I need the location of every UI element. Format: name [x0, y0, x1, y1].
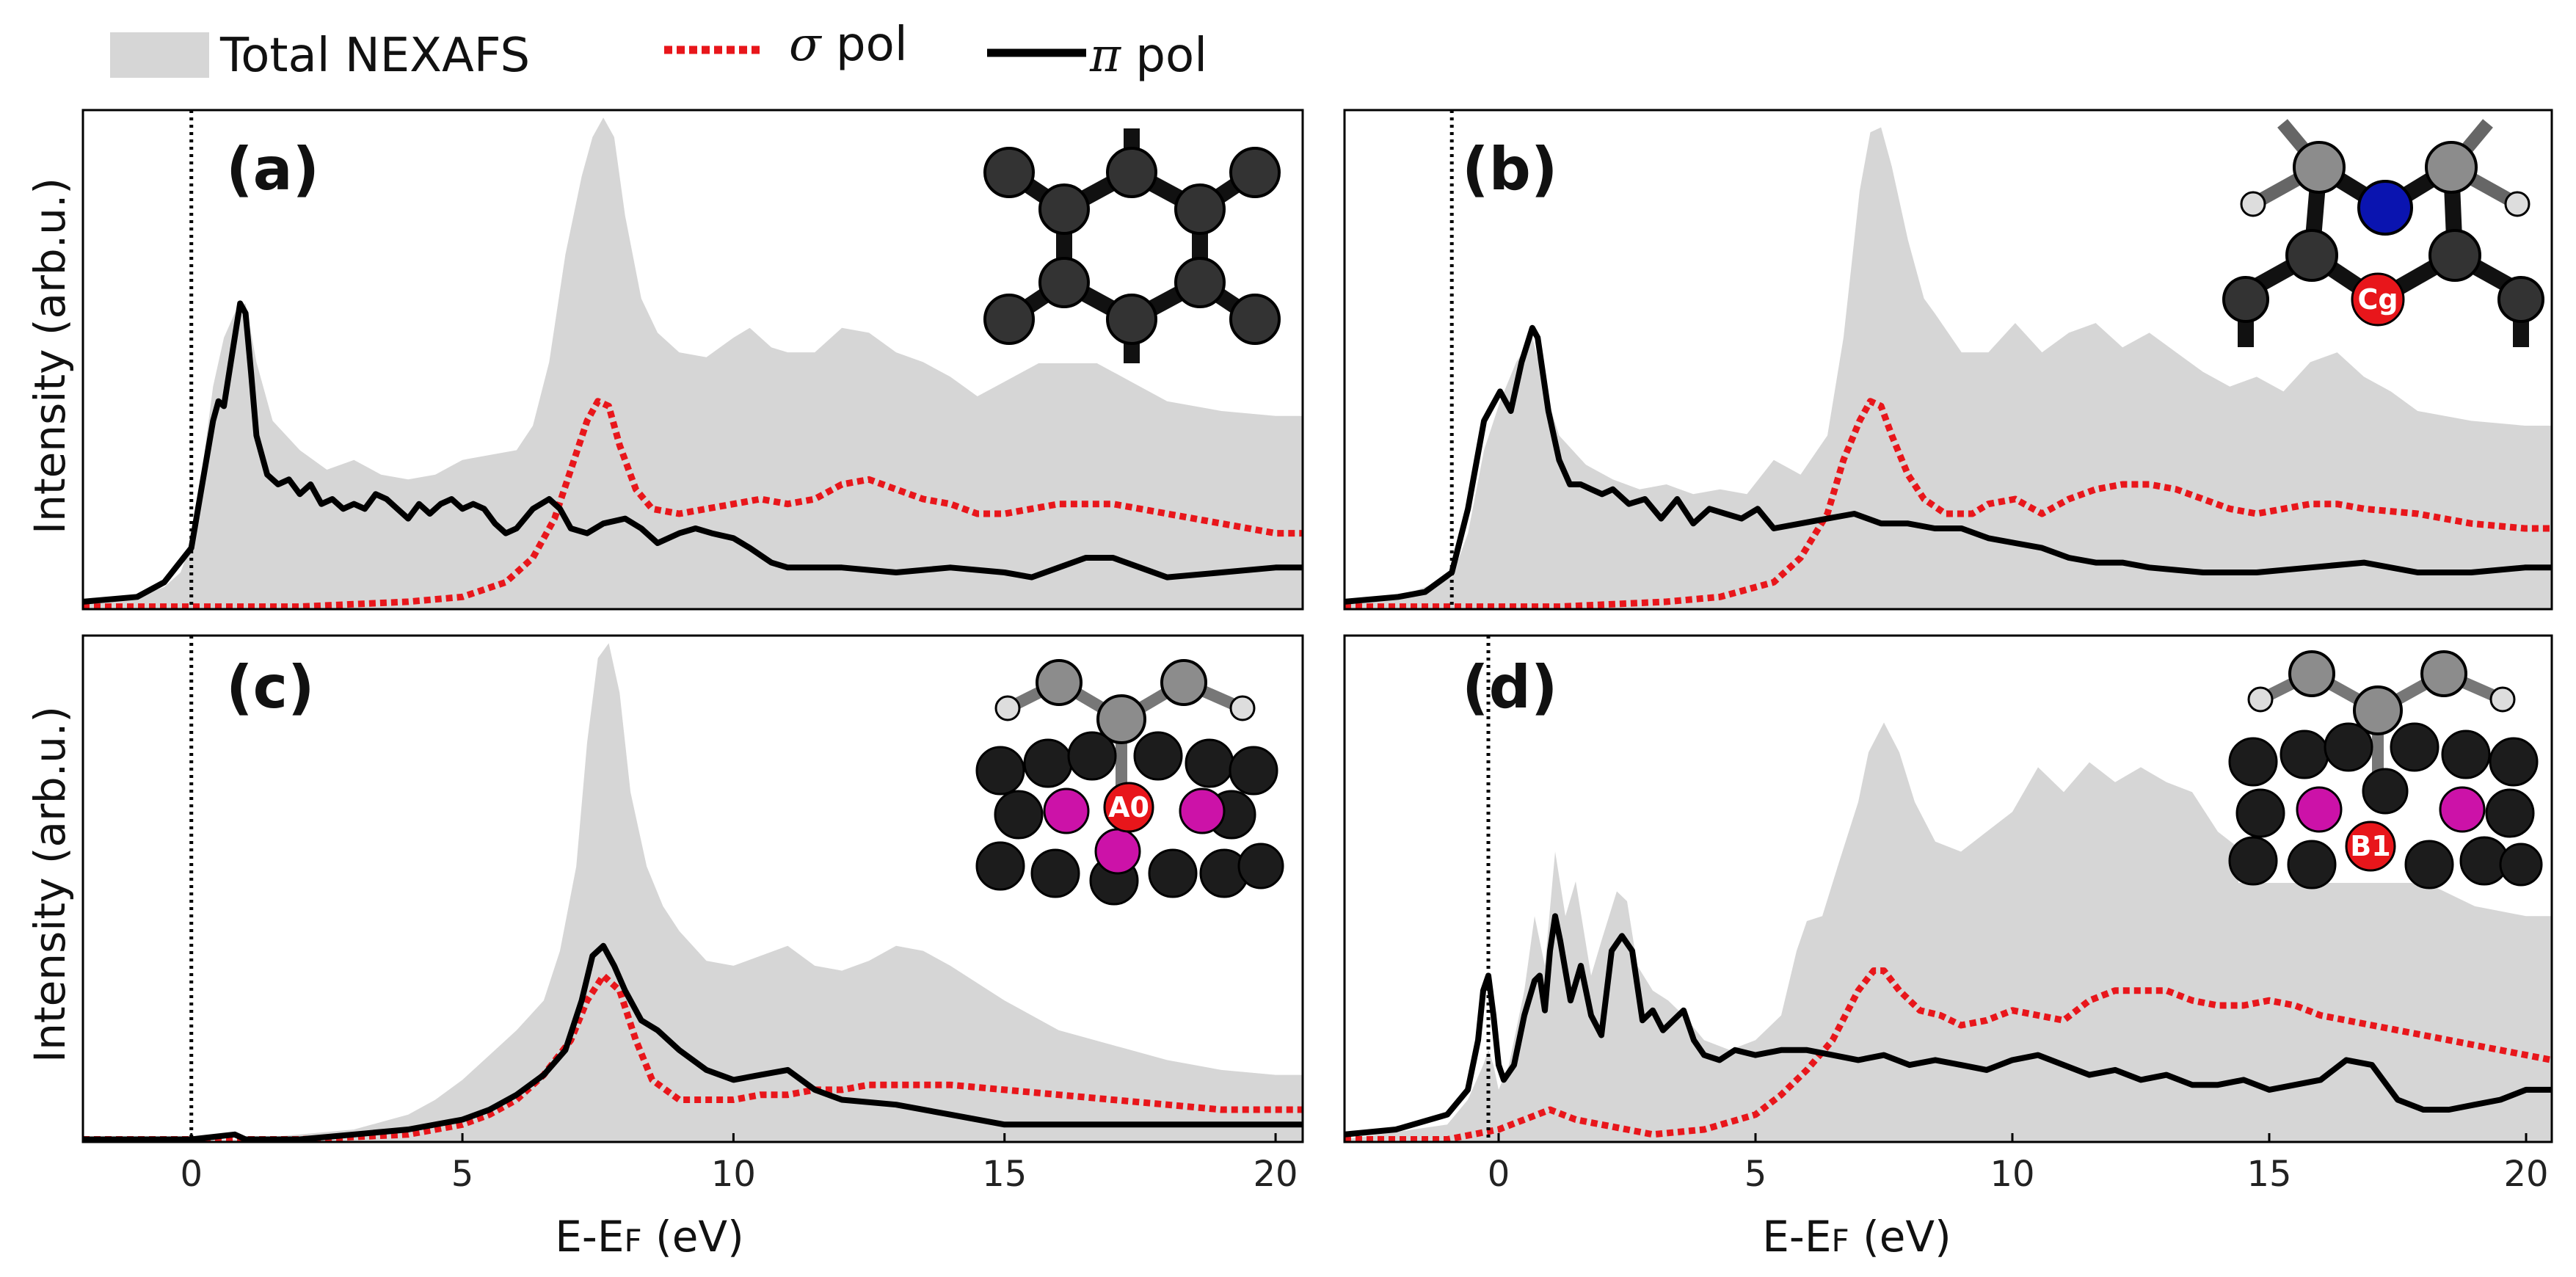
- legend-pi-symbol: π: [1089, 29, 1121, 83]
- plot-frame-1: [81, 109, 1304, 611]
- inset-b-cg-site: [2351, 272, 2405, 327]
- x-axis-label-right-sub: F: [1832, 1223, 1849, 1259]
- inset-c-a0-site: [1103, 782, 1154, 833]
- x-tick-label: 20: [2503, 1154, 2548, 1195]
- inset-a0-structure: A0: [975, 653, 1284, 906]
- legend-total-label: Total NEXAFS: [219, 29, 530, 83]
- inset-c-site-label: A0: [1108, 791, 1149, 823]
- panel-label: (d): [1462, 653, 1557, 721]
- y-axis-label-bottom: Intensity (arb.u.): [25, 706, 75, 1063]
- panel-b: (b): [1343, 109, 2553, 611]
- series-pi-pol-line: [1345, 324, 2552, 605]
- plot-area-1: [83, 117, 1303, 609]
- inset-d-site-label: B1: [2350, 830, 2390, 862]
- x-tick-label: 10: [1990, 1154, 2034, 1195]
- plot-area-4: [1345, 722, 2552, 1142]
- x-tick-label: 10: [711, 1154, 756, 1195]
- plot-frame-4: [1343, 634, 2553, 1143]
- legend-sigma-symbol: σ: [789, 18, 823, 72]
- series-pi-pol-line: [1345, 913, 2552, 1138]
- inset-b-site-label: Cg: [2357, 283, 2398, 316]
- x-axis-label-right-main: E-E: [1762, 1212, 1831, 1262]
- plot-area-3: [83, 643, 1303, 1142]
- inset-cg-structure: Cg: [2222, 119, 2544, 347]
- x-tick-label: 5: [451, 1154, 474, 1195]
- plot-area-2: [1345, 127, 2552, 609]
- panel-label: (a): [226, 135, 319, 203]
- plot-frame-3: [81, 634, 1304, 1143]
- legend-sigma-text: pol: [821, 18, 908, 72]
- inset-b-nitrogen-atom: [2357, 180, 2413, 236]
- legend: Total NEXAFS σ pol π pol: [110, 18, 1207, 83]
- legend-pi-text: pol: [1121, 29, 1207, 83]
- x-tick-label: 5: [1744, 1154, 1767, 1195]
- inset-b1-structure: B1: [2228, 644, 2543, 889]
- y-axis-label-top: Intensity (arb.u.): [25, 178, 75, 534]
- x-axis-label-right: E-EF (eV): [1762, 1212, 1951, 1262]
- series-pi-pol-line: [83, 942, 1303, 1142]
- x-tick-label: 20: [1254, 1154, 1298, 1195]
- legend-sigma-label: σ pol: [789, 18, 908, 72]
- series-sigma-pol-line: [1345, 967, 2552, 1142]
- x-axis-label-left-main: E-E: [555, 1212, 624, 1262]
- series-total-nexafs-area: [1345, 722, 2552, 1142]
- series-pi-pol-line: [83, 300, 1303, 605]
- legend-total-swatch: [110, 32, 209, 78]
- x-axis-label-right-tail: (eV): [1849, 1212, 1951, 1262]
- series-sigma-pol-line: [1345, 398, 2552, 609]
- series-total-nexafs-area: [1345, 127, 2552, 609]
- series-sigma-pol-line: [83, 972, 1303, 1142]
- inset-graphene-structure: [983, 128, 1281, 363]
- x-tick-label: 0: [180, 1154, 203, 1195]
- x-axis-label-left-sub: F: [625, 1223, 642, 1259]
- x-axis-label-left-tail: (eV): [642, 1212, 744, 1262]
- series-total-nexafs-area: [83, 643, 1303, 1142]
- panel-label: (b): [1462, 135, 1557, 203]
- x-tick-label: 0: [1488, 1154, 1510, 1195]
- series-total-nexafs-area: [83, 117, 1303, 609]
- x-axis-label-left: E-EF (eV): [555, 1212, 743, 1262]
- x-tick-label: 15: [2246, 1154, 2291, 1195]
- inset-d-b1-site: [2345, 821, 2396, 872]
- legend-pi-label: π pol: [1089, 29, 1207, 83]
- x-tick-label: 15: [982, 1154, 1027, 1195]
- plot-frame-2: [1343, 109, 2553, 611]
- panel-label: (c): [226, 653, 315, 721]
- series-sigma-pol-line: [83, 398, 1303, 609]
